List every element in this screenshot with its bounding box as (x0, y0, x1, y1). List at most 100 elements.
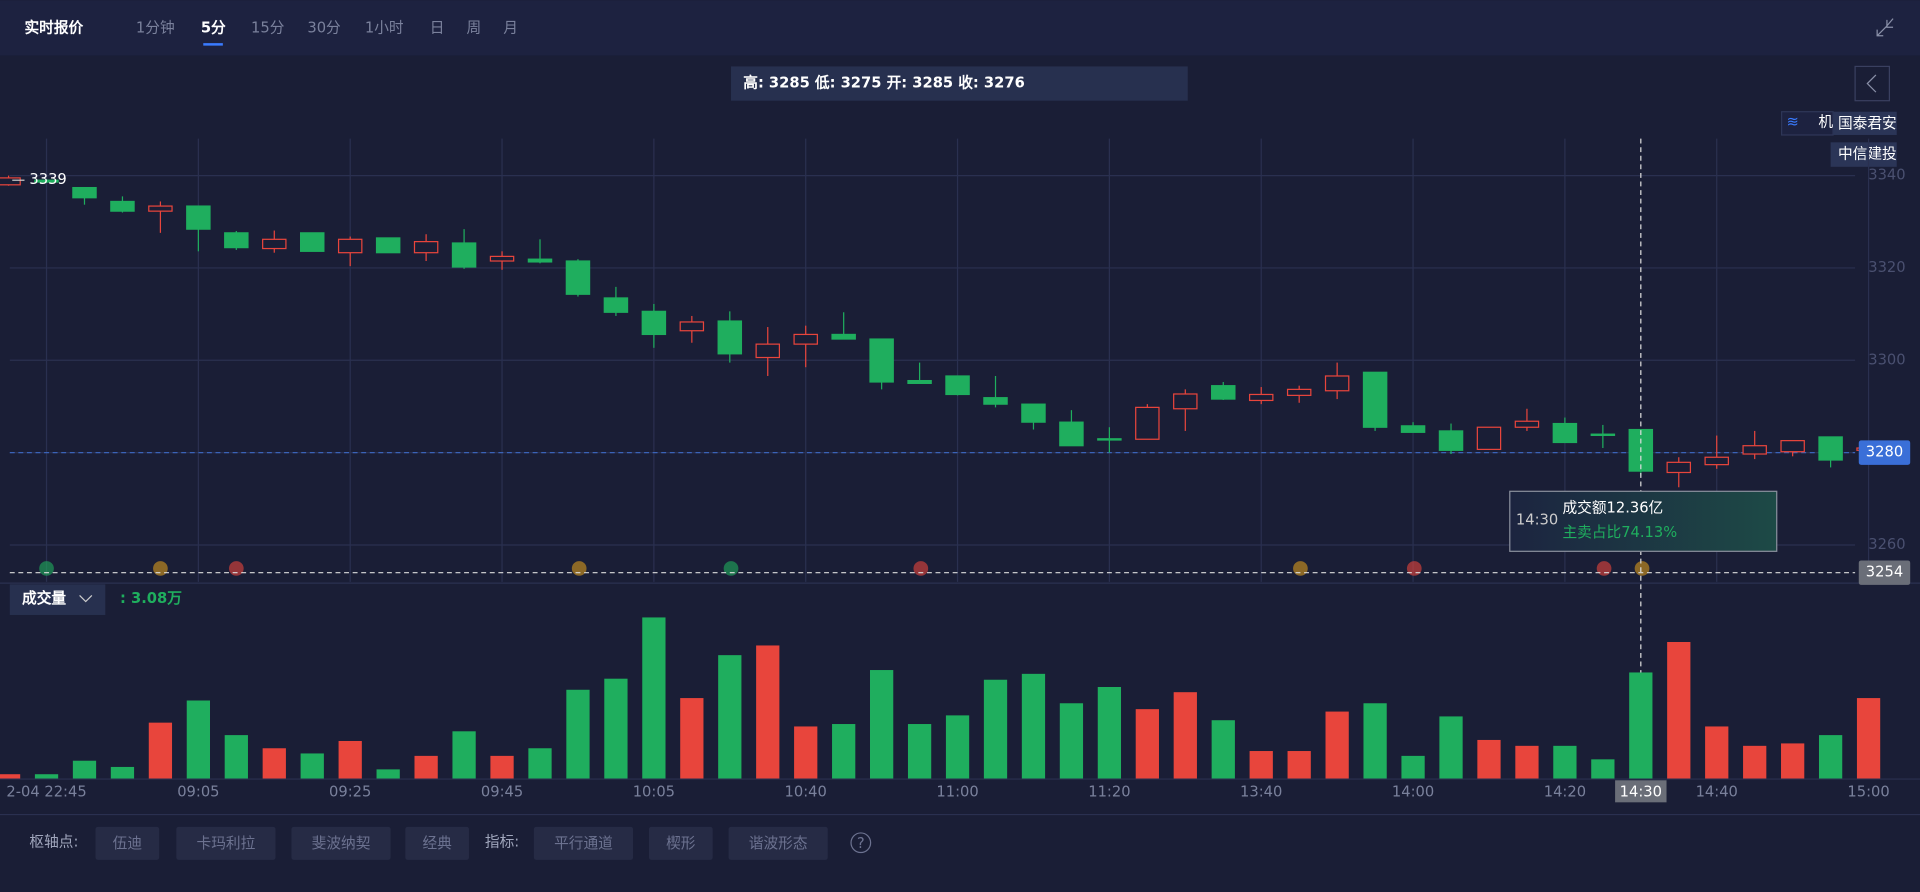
pivot-label: 枢轴点: (29, 834, 78, 851)
candle-body (337, 238, 363, 254)
event-icon[interactable] (723, 561, 739, 576)
back-button[interactable] (1854, 65, 1890, 102)
broker-tag[interactable] (1830, 142, 1897, 167)
crosshair-label-bg (1858, 560, 1911, 585)
chevron (79, 594, 93, 603)
interval-tab[interactable]: 5分 (201, 19, 226, 36)
candle-body (1704, 456, 1729, 466)
tool-button[interactable] (95, 826, 160, 860)
candle-body (679, 321, 705, 332)
candle-body (527, 258, 553, 263)
tool-button[interactable] (405, 826, 469, 860)
tooltip-ratio: 主卖占比74.13% (1562, 524, 1677, 541)
price-label-bg (1858, 440, 1911, 465)
broker-icon: ≋ (1787, 114, 1799, 131)
candle-body (1666, 461, 1692, 474)
interval-tab[interactable]: 日 (430, 19, 445, 36)
candle-body (831, 333, 856, 340)
volume-bar (148, 722, 173, 780)
volume-bar (72, 760, 97, 780)
event-icon[interactable] (1596, 561, 1612, 576)
candle-body (1780, 440, 1805, 453)
volume-bar (1287, 751, 1311, 780)
interval-tab[interactable]: 1分钟 (136, 19, 175, 36)
event-icon[interactable] (1634, 561, 1650, 576)
volume-bar (1021, 673, 1046, 780)
x-tick-label: 11:00 (936, 784, 978, 801)
tool-button-label: 平行通道 (554, 835, 613, 852)
candle-body (1514, 420, 1540, 428)
candle-body (869, 338, 894, 383)
candle-body (300, 232, 325, 252)
candle-body (375, 237, 401, 254)
volume-bar (1515, 745, 1539, 780)
info-bar (731, 66, 1188, 101)
x-tick-label: 13:40 (1240, 784, 1282, 801)
volume-bar (34, 774, 59, 780)
x-tick-label: 10:05 (633, 784, 675, 801)
interval-tab[interactable]: 周 (467, 19, 482, 36)
tool-button[interactable] (728, 826, 828, 860)
volume-bar (300, 753, 324, 780)
volume-bar (1211, 720, 1235, 780)
volume-bar (1856, 698, 1881, 780)
candle-body (186, 205, 211, 230)
tool-button[interactable] (291, 826, 391, 860)
top-bar (0, 0, 1920, 56)
event-icon[interactable] (571, 561, 587, 576)
tool-button[interactable] (176, 826, 276, 860)
back-icon (1866, 74, 1877, 93)
candle-body (1021, 403, 1046, 423)
volume-bar (376, 769, 400, 780)
candle-body (224, 232, 249, 249)
event-icon[interactable] (913, 561, 929, 576)
x-tick-label: 14:40 (1696, 784, 1738, 801)
interval-tab[interactable]: 月 (503, 19, 518, 36)
volume-bar (1363, 703, 1387, 780)
tooltip-time: 14:30 (1516, 512, 1558, 529)
volume-bar (1439, 716, 1463, 780)
volume-bar (1401, 755, 1425, 780)
interval-tab[interactable]: 15分 (251, 19, 285, 36)
volume-selector[interactable] (9, 584, 106, 615)
broker-tag[interactable] (1833, 111, 1897, 135)
candle-body (565, 260, 591, 295)
volume-bar (1629, 672, 1653, 780)
volume-bar (186, 700, 210, 780)
candle-body (1059, 421, 1084, 447)
interval-tab[interactable]: 30分 (307, 19, 341, 36)
volume-bar (945, 715, 970, 780)
tool-button[interactable] (533, 826, 634, 860)
collapse-icon[interactable] (1876, 18, 1894, 37)
volume-bar (1818, 735, 1843, 780)
event-icon[interactable] (39, 561, 54, 576)
volume-bar (338, 740, 362, 780)
help-icon[interactable] (850, 832, 872, 854)
x-tick-label: 11:20 (1088, 784, 1130, 801)
volume-bar (1553, 745, 1577, 780)
candle-body (34, 179, 59, 183)
interval-tab[interactable]: 1小时 (365, 19, 404, 36)
volume-bar (907, 724, 932, 780)
candle-body (1362, 371, 1388, 428)
candle-body (1248, 393, 1274, 402)
candle-body (1211, 385, 1236, 400)
volume-bar (110, 766, 135, 780)
tool-button[interactable] (648, 826, 713, 860)
volume-bar (490, 755, 514, 780)
broker-name: 中信建投 (1838, 146, 1897, 163)
event-icon[interactable] (153, 561, 168, 576)
y-tick-label: 3260 (1868, 536, 1905, 553)
tool-button-label: 卡玛利拉 (197, 835, 256, 852)
volume-bar (262, 748, 286, 780)
event-icon[interactable] (1406, 561, 1422, 576)
tooltip (1509, 490, 1778, 552)
tool-button-label: 伍迪 (113, 835, 143, 852)
event-icon[interactable] (228, 561, 244, 576)
event-icon[interactable] (1293, 561, 1308, 576)
volume-bar (1743, 745, 1767, 780)
last-price-label: 3280 (1866, 444, 1903, 461)
y-tick-label: 3320 (1868, 259, 1905, 276)
candle-body (945, 375, 970, 396)
